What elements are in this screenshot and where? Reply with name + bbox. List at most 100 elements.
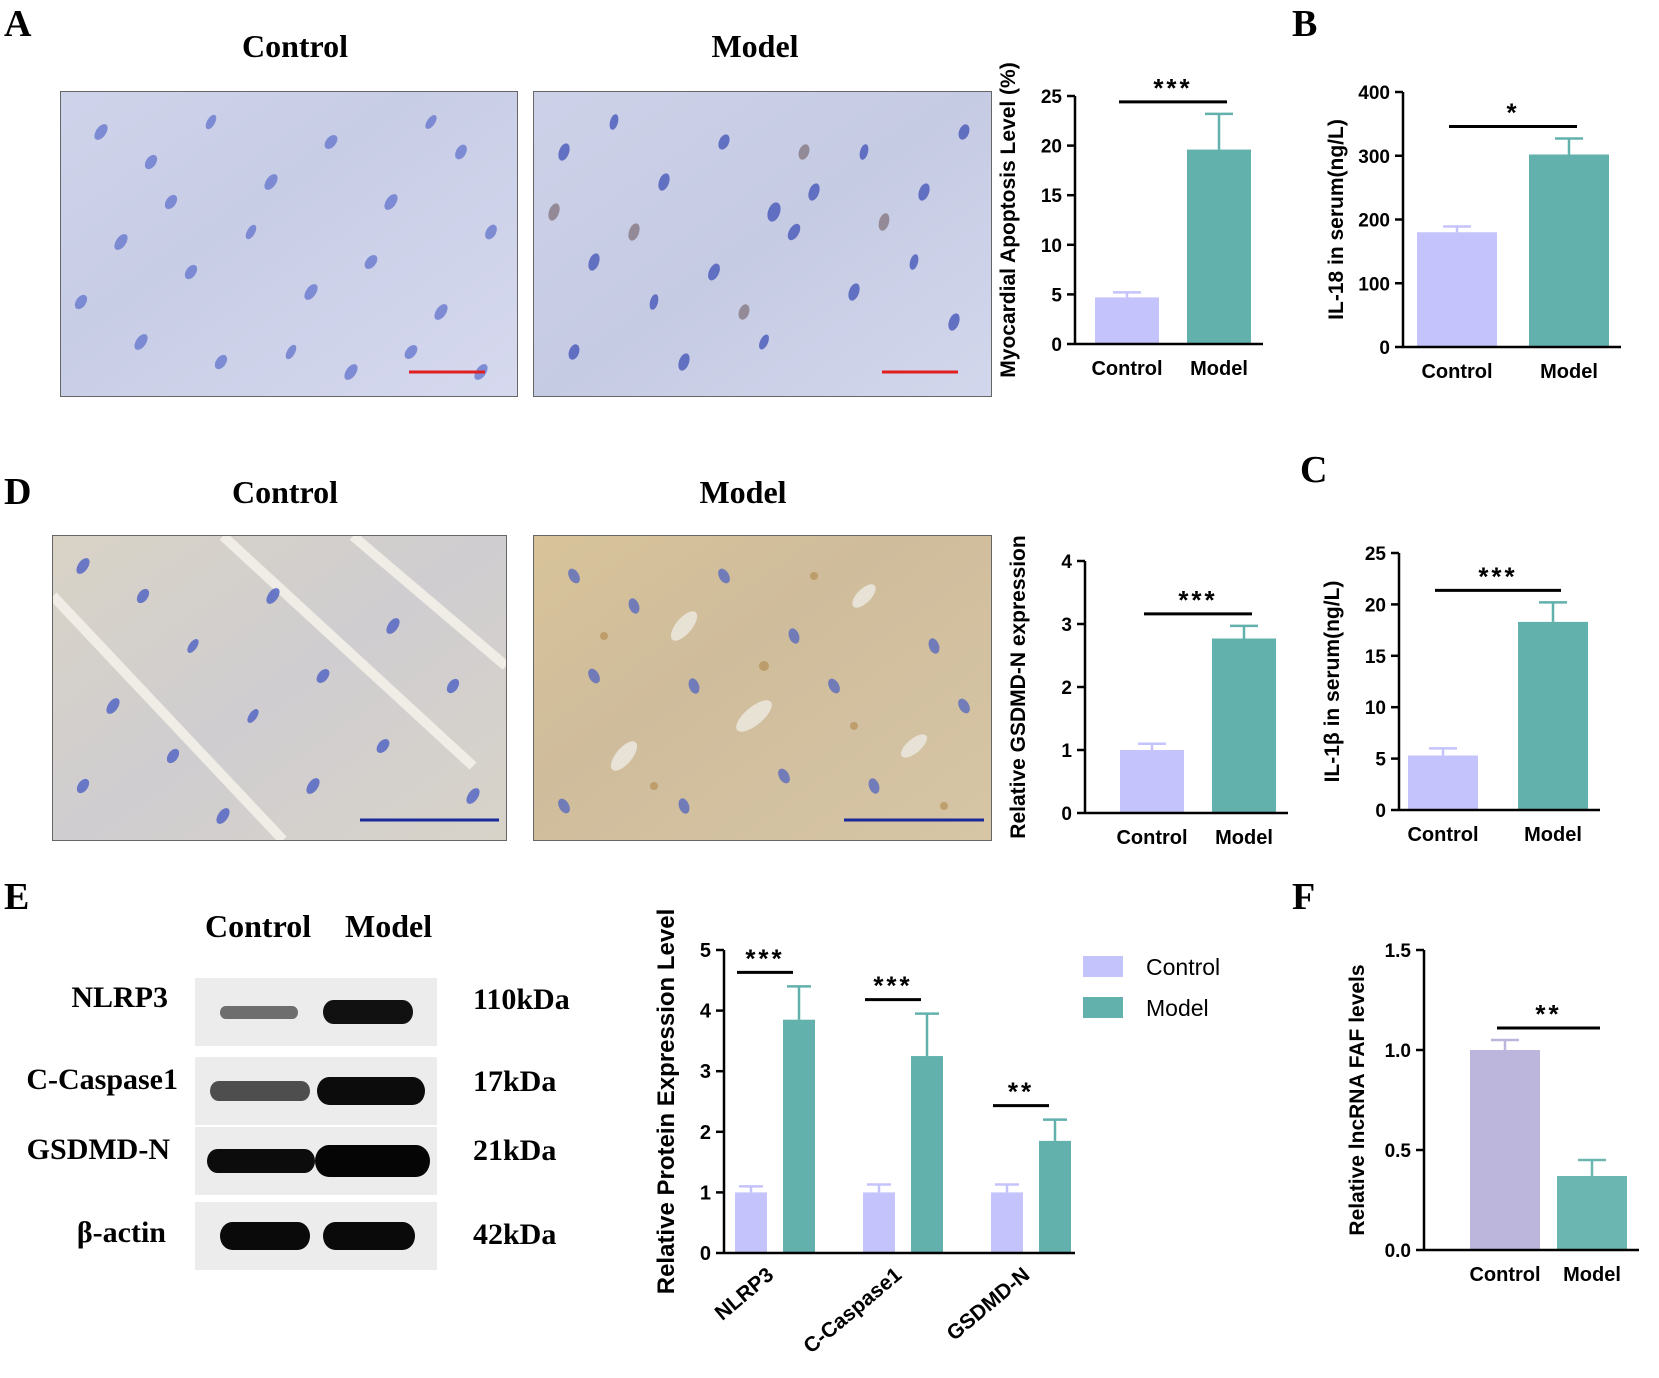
x-tick-label: Control — [1469, 1264, 1540, 1286]
significance-stars: ** — [1008, 1077, 1034, 1107]
legend-label-control: Control — [1146, 954, 1220, 980]
y-tick-label: 25 — [1365, 544, 1387, 565]
panel-letter-e: E — [4, 876, 30, 918]
significance-stars: * — [1506, 98, 1519, 128]
y-tick-label: 5 — [1375, 750, 1386, 771]
significance-stars: ** — [1535, 999, 1561, 1029]
y-tick-label: 2 — [700, 1122, 711, 1144]
y-tick-label: 20 — [1365, 595, 1386, 616]
chart-d: 0 1 2 3 4 Relative GSDMD-N expression Control M… — [1007, 535, 1288, 849]
y-tick-label: 1 — [1061, 741, 1072, 762]
bar-model — [1518, 621, 1588, 810]
legend-swatch-control — [1083, 956, 1123, 977]
blot-header-control: Control — [205, 908, 312, 944]
blot-kda-beta-actin: 42kDa — [473, 1218, 557, 1251]
y-tick-label: 15 — [1041, 186, 1063, 207]
bar-model — [1039, 1140, 1071, 1253]
y-tick-label: 0 — [1051, 335, 1062, 356]
bar-model — [1529, 154, 1609, 347]
y-axis-label: Relative Protein Expression Level — [653, 909, 680, 1295]
blot-strip-beta-actin — [195, 1202, 437, 1270]
chart-a: 0 5 10 15 20 25 Myocardial Apoptosis Level (%)… — [997, 62, 1263, 380]
micrograph-a-model-nuclei — [548, 114, 970, 374]
blot-header-model: Model — [345, 908, 433, 944]
bar-model — [1212, 638, 1276, 813]
chart-b: 0 100 200 300 400 IL-18 in serum(ng/L) Control… — [1325, 83, 1621, 383]
significance-stars: *** — [873, 971, 912, 1001]
blot-kda-gsdmd-n: 21kDa — [473, 1134, 557, 1167]
legend-swatch-model — [1083, 997, 1123, 1018]
micrograph-a-model-title: Model — [711, 28, 799, 64]
y-tick-label: 3 — [700, 1061, 711, 1083]
micrograph-d-control-nuclei — [53, 536, 506, 840]
bar-control — [991, 1192, 1023, 1253]
x-tick-label: Model — [1524, 824, 1582, 846]
chart-f: 0.0 0.5 1.0 1.5 Relative lncRNA FAF levels Co… — [1346, 941, 1639, 1286]
y-tick-label: 15 — [1365, 647, 1387, 668]
significance-stars: *** — [1178, 585, 1217, 615]
y-tick-label: 4 — [700, 1001, 712, 1023]
panel-letter-c: C — [1300, 449, 1328, 491]
panel-letter-b: B — [1292, 3, 1318, 45]
bar-control — [1095, 297, 1159, 344]
blot-band — [315, 1145, 430, 1177]
blot-label-c-caspase1: C-Caspase1 — [26, 1063, 178, 1096]
y-tick-label: 200 — [1358, 211, 1390, 232]
significance-stars: *** — [745, 943, 784, 973]
blot-strip-c-caspase1 — [195, 1057, 437, 1125]
y-tick-label: 0.0 — [1385, 1241, 1411, 1262]
bar-control — [1408, 755, 1478, 810]
y-axis-label: Relative lncRNA FAF levels — [1346, 964, 1369, 1235]
bar-model — [1187, 149, 1251, 344]
y-tick-label: 10 — [1041, 236, 1062, 257]
blot-band — [323, 1000, 413, 1024]
bar-model — [911, 1056, 943, 1253]
micrograph-d-model-nuclei — [558, 568, 984, 822]
blot-label-gsdmd-n: GSDMD-N — [26, 1133, 170, 1166]
y-axis-label: Myocardial Apoptosis Level (%) — [997, 62, 1020, 377]
blot-kda-c-caspase1: 17kDa — [473, 1065, 557, 1098]
x-tick-label: Model — [1190, 358, 1248, 380]
blot-band — [220, 1222, 310, 1250]
chart-c: 0 5 10 15 20 25 IL-1β in serum(ng/L) Control Mod… — [1321, 544, 1600, 846]
x-tick-label: Model — [1540, 361, 1598, 383]
bar-control — [863, 1192, 895, 1253]
y-tick-label: 1.5 — [1385, 941, 1412, 962]
y-tick-label: 10 — [1365, 698, 1386, 719]
micrograph-a-control-nuclei — [74, 114, 497, 380]
panel-letter-a: A — [4, 3, 32, 45]
y-tick-label: 0.5 — [1385, 1141, 1412, 1162]
blot-strip-gsdmd-n — [195, 1127, 437, 1195]
y-tick-label: 0 — [1375, 801, 1386, 822]
blot-band — [220, 1006, 298, 1019]
panel-letter-d: D — [4, 471, 32, 513]
x-tick-label: NLRP3 — [711, 1263, 779, 1325]
micrograph-d-model-title: Model — [699, 474, 787, 510]
x-tick-label: C-Caspase1 — [799, 1263, 906, 1358]
micrograph-d-control-title: Control — [231, 474, 339, 510]
bar-model — [783, 1019, 815, 1253]
chart-e: 0 1 2 3 4 5 Relative Protein Expression Level *… — [653, 909, 1220, 1358]
panel-letter-f: F — [1292, 876, 1316, 918]
bar-control — [1120, 750, 1184, 813]
blot-band — [323, 1222, 415, 1250]
y-tick-label: 25 — [1041, 87, 1063, 108]
y-tick-label: 0 — [700, 1243, 711, 1265]
y-tick-label: 300 — [1358, 147, 1390, 168]
x-tick-label: Control — [1421, 361, 1492, 383]
significance-stars: *** — [1478, 561, 1517, 591]
micrograph-d-control — [52, 535, 507, 841]
y-tick-label: 2 — [1061, 678, 1072, 699]
y-tick-label: 20 — [1041, 137, 1062, 158]
blot-band — [210, 1081, 310, 1101]
blot-kda-nlrp3: 110kDa — [473, 983, 570, 1016]
x-tick-label: Model — [1563, 1264, 1621, 1286]
blot-band — [317, 1077, 425, 1105]
y-tick-label: 1 — [700, 1182, 711, 1204]
y-tick-label: 5 — [1051, 285, 1062, 306]
y-tick-label: 3 — [1061, 615, 1072, 636]
x-tick-label: Model — [1215, 827, 1273, 849]
y-tick-label: 1.0 — [1385, 1041, 1411, 1062]
micrograph-a-model — [533, 91, 992, 397]
